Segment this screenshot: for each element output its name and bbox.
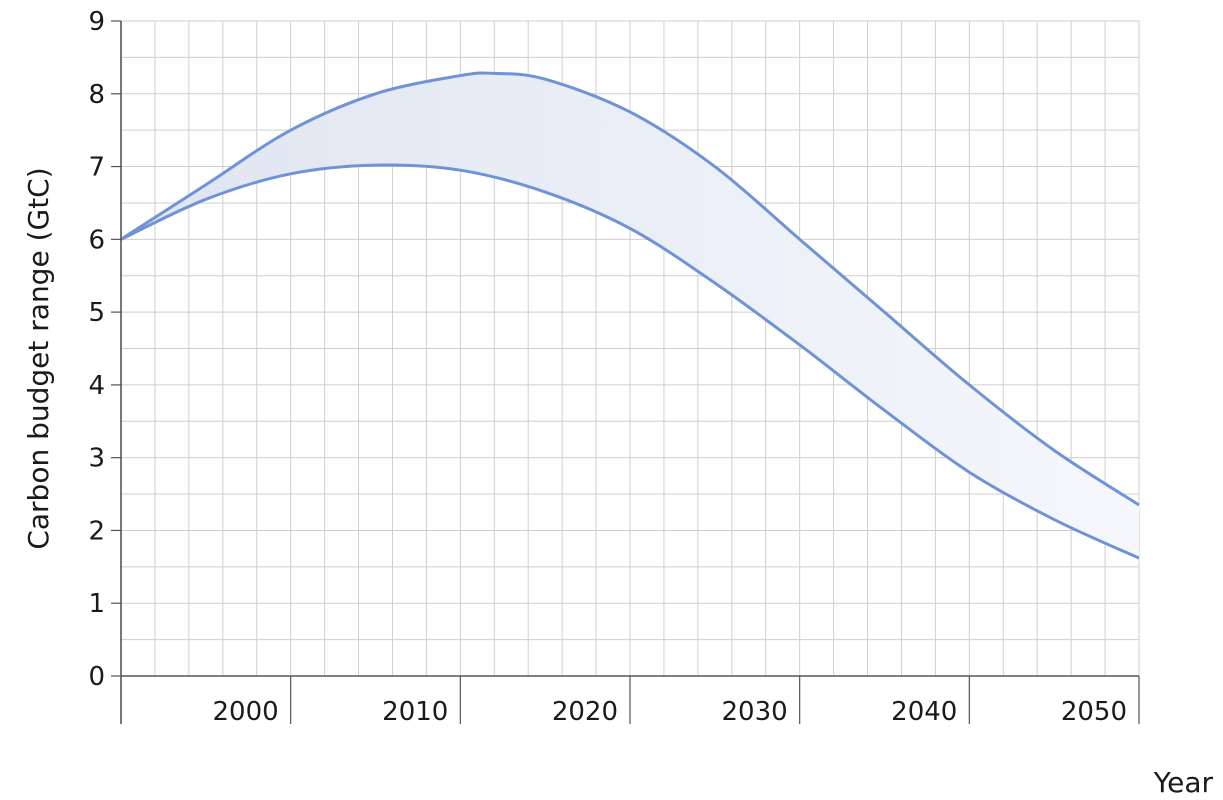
label-layer: 0 1 2 3 4 5 6 7 8 9 2000 2010 2020 2030 2040 2050 Carbon… (22, 7, 1213, 799)
y-tick-label: 1 (88, 589, 105, 619)
upper-bound-line (120, 71, 1140, 507)
y-tick-label: 3 (88, 444, 105, 474)
axis-layer (111, 20, 1140, 724)
x-tick-label: 2000 (212, 697, 278, 727)
lower-bound-line (120, 163, 1140, 560)
y-tick-label: 0 (88, 662, 105, 692)
band-layer (120, 71, 1140, 560)
x-tick-label: 2010 (382, 697, 448, 727)
y-axis-title: Carbon budget range (GtC) (22, 167, 55, 549)
y-tick-label: 4 (88, 371, 105, 401)
y-tick-label: 9 (88, 7, 105, 37)
x-tick-label: 2050 (1061, 697, 1127, 727)
x-tick-label: 2020 (552, 697, 618, 727)
x-tick-label: 2030 (721, 697, 787, 727)
x-axis-title: Year (1153, 766, 1214, 799)
y-tick-label: 6 (88, 225, 105, 255)
y-tick-label: 2 (88, 516, 105, 546)
y-tick-label: 5 (88, 298, 105, 328)
y-tick-label: 7 (88, 153, 105, 183)
x-tick-label: 2040 (891, 697, 957, 727)
y-tick-label: 8 (88, 80, 105, 110)
